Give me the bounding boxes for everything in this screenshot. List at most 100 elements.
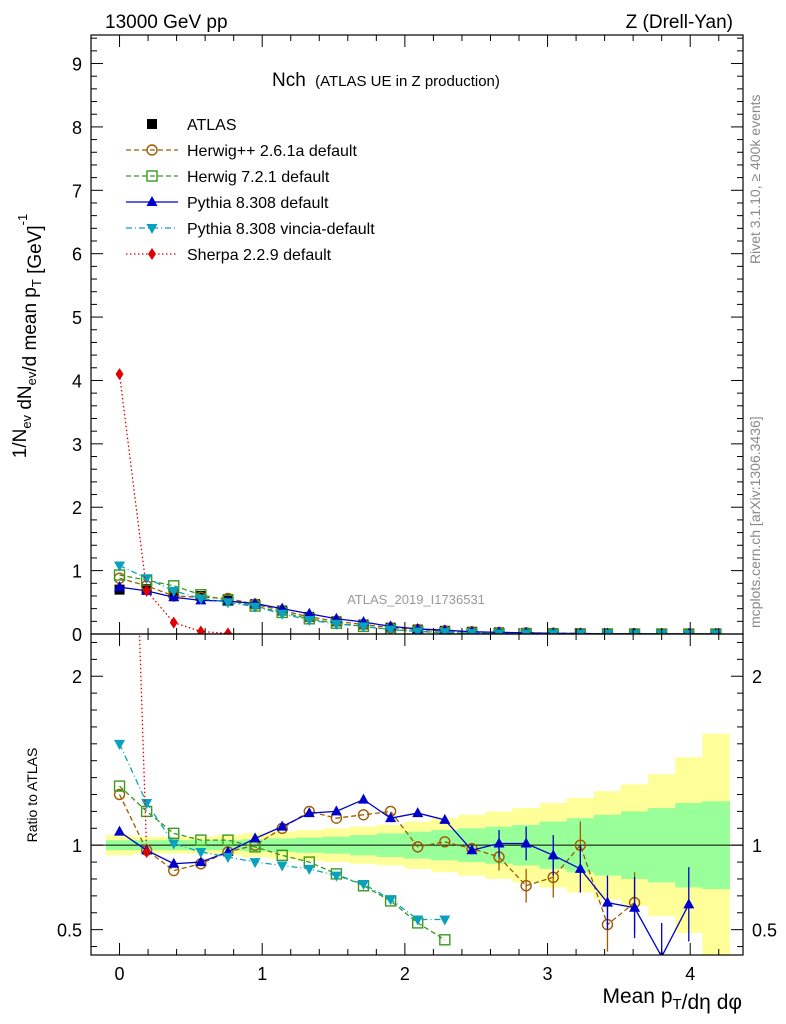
point-ratio-4-2 [168,839,180,850]
point-ratio-2-3 [195,834,207,846]
point-ratio-3-8 [330,805,342,816]
y-tick-label-top-0: 0 [72,625,82,645]
point-ratio-4-0 [114,739,126,750]
point-ratio-3-11 [412,807,424,818]
point-ratio-4-10 [385,895,397,906]
y-tick-label-top-9: 9 [72,55,82,75]
point-ratio-3-5 [249,832,261,843]
point-ratio-3-18 [601,896,613,907]
point-top-4-19 [629,630,641,634]
series-top-5 [115,368,232,634]
legend-marker-2 [146,170,158,182]
point-ratio-2-4 [222,834,234,846]
point-top-5-1 [142,584,151,597]
point-ratio-3-6 [276,820,288,831]
series-line-ratio-5-0 [138,634,148,852]
analysis-watermark: ATLAS_2019_I1736531 [347,592,485,607]
point-ratio-4-1 [141,798,153,809]
point-top-4-15 [520,629,532,634]
point-top-4-0 [114,561,126,572]
legend-entry-0: ATLAS [147,117,237,134]
point-top-5-3 [196,625,205,634]
series-ratio-4 [114,739,451,926]
y-tick-label-bottom-2: 2 [72,667,82,687]
point-ratio-3-17 [574,862,586,873]
point-top-5-0 [115,368,124,381]
point-top-4-9 [357,622,369,633]
legend-label-0: ATLAS [187,117,237,134]
point-ratio-3-21 [683,898,695,909]
y-tick-label-bottom-0.5: 0.5 [57,921,82,941]
y-tick-label-bottom-right-1: 1 [752,836,762,856]
point-top-4-2 [168,586,180,597]
axis-ticks: 0 1 2 3 4 0 1 2 3 4 5 6 7 8 9 0.5 0.5 1 1 2 2 [57,35,777,984]
point-ratio-3-10 [385,812,397,823]
point-ratio-4-11 [412,915,424,926]
series-line-ratio-3-0 [119,798,690,955]
series-ratio-3 [114,793,695,955]
point-ratio-3-15 [520,837,532,848]
point-top-3-0 [114,581,126,592]
point-ratio-3-13 [466,844,478,855]
point-ratio-1-12 [439,836,451,848]
point-top-4-3 [195,594,207,605]
point-top-4-5 [249,602,261,613]
x-tick-label-3: 3 [543,964,553,984]
y-tick-label-top-2: 2 [72,498,82,518]
mcplots-label: mcplots.cern.ch [arXiv:1306.3436] [747,416,763,628]
legend-entry-2: Herwig 7.2.1 default [126,169,330,186]
header-right: Z (Drell-Yan) [626,12,733,33]
point-top-4-4 [222,598,234,609]
legend-marker-4 [146,224,158,234]
legend-entry-4: Pythia 8.308 vincia-default [126,221,375,238]
y-tick-label-bottom-right-2: 2 [752,667,762,687]
legend-marker-0 [147,119,157,129]
y-tick-label-top-6: 6 [72,245,82,265]
point-ratio-3-3 [195,856,207,867]
x-tick-label-4: 4 [685,964,695,984]
y-tick-label-top-7: 7 [72,181,82,201]
point-ratio-2-6 [276,849,288,862]
point-ratio-3-0 [114,825,126,836]
chart-title: Nch (ATLAS UE in Z production) [272,70,500,91]
chart-title-main: Nch [272,70,306,91]
point-ratio-3-7 [303,807,315,818]
x-axis-label: Mean pT/dη dφ [602,985,742,1014]
point-ratio-2-12 [439,934,451,946]
point-ratio-3-9 [357,793,369,804]
y-tick-label-top-4: 4 [72,371,82,391]
point-top-4-22 [710,630,722,634]
x-tick-label-1: 1 [257,964,267,984]
point-top-3-7 [303,607,315,618]
point-ratio-4-9 [357,880,369,891]
x-tick-label-2: 2 [400,964,410,984]
point-top-4-1 [141,574,153,585]
point-ratio-2-0 [113,780,126,792]
point-ratio-4-4 [222,853,234,864]
legend-label-2: Herwig 7.2.1 default [187,169,330,186]
legend-marker-3 [146,196,158,206]
y-tick-label-top-8: 8 [72,118,82,138]
point-top-4-14 [493,629,505,634]
y-axis-label-top-text: 1/Nev dNev/d mean pT [GeV]-1 [10,214,46,459]
point-ratio-4-6 [276,861,288,872]
point-ratio-5-1 [142,845,151,858]
point-ratio-1-15 [520,880,532,892]
header-left: 13000 GeV pp [105,12,228,33]
point-top-4-8 [330,619,342,630]
y-tick-label-bottom-right-0.5: 0.5 [752,921,777,941]
series-ratio-5 [138,634,151,858]
legend-entry-1: Herwig++ 2.6.1a default [126,143,357,160]
point-top-4-10 [385,625,397,634]
point-top-4-7 [303,616,315,627]
point-ratio-4-12 [439,915,451,926]
point-ratio-3-12 [439,813,451,824]
legend-marker-5 [148,248,156,260]
y-tick-label-top-1: 1 [72,562,82,582]
point-top-4-21 [683,630,695,634]
legend-entry-3: Pythia 8.308 default [126,195,329,212]
legend-label-1: Herwig++ 2.6.1a default [187,143,357,160]
point-top-5-4 [223,627,232,634]
point-ratio-3-19 [629,901,641,912]
point-ratio-1-0 [113,788,126,801]
